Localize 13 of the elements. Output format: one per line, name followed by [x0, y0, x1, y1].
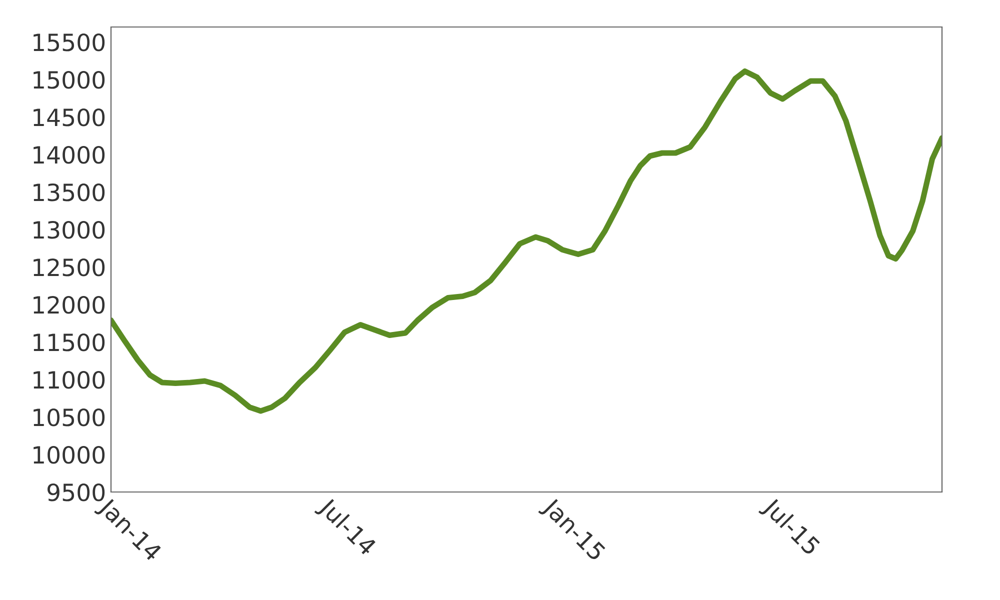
y-tick-label: 12500	[34, 258, 105, 276]
y-tick-label: 10000	[34, 446, 105, 464]
y-tick-label: 11500	[34, 333, 105, 352]
y-tick-label: 14500	[34, 108, 105, 126]
y-tick-label: 15000	[34, 70, 105, 89]
y-tick-label: 15500	[34, 33, 105, 52]
y-tick-label: 10500	[34, 408, 105, 426]
y-tick-label: 14000	[34, 146, 105, 164]
y-tick-label: 12000	[34, 296, 105, 314]
y-tick-label: 9500	[48, 483, 105, 502]
y-tick-label: 13500	[34, 183, 105, 202]
y-tick-label: 13000	[34, 220, 105, 239]
y-tick-label: 11000	[34, 370, 105, 389]
